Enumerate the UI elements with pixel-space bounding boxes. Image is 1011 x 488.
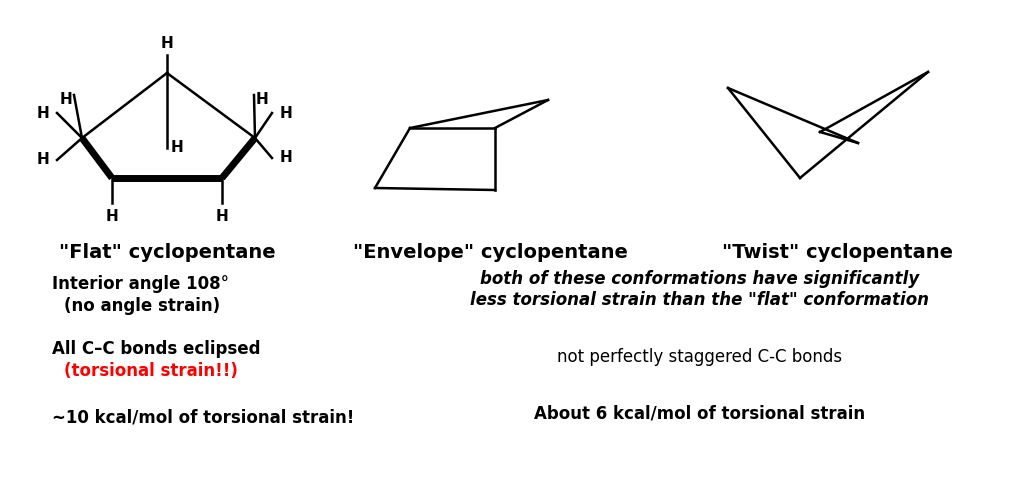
Text: H: H	[60, 92, 72, 106]
Text: "Flat" cyclopentane: "Flat" cyclopentane	[59, 243, 275, 262]
Text: H: H	[215, 209, 228, 224]
Text: H: H	[256, 92, 269, 106]
Text: not perfectly staggered C-C bonds: not perfectly staggered C-C bonds	[557, 348, 842, 366]
Text: Interior angle 108°: Interior angle 108°	[52, 275, 228, 293]
Text: H: H	[36, 152, 49, 167]
Text: H: H	[280, 150, 292, 165]
Text: "Envelope" cyclopentane: "Envelope" cyclopentane	[352, 243, 627, 262]
Text: H: H	[36, 105, 49, 121]
Text: H: H	[105, 209, 118, 224]
Text: (torsional strain!!): (torsional strain!!)	[64, 362, 238, 380]
Text: H: H	[161, 36, 173, 51]
Text: All C–C bonds eclipsed: All C–C bonds eclipsed	[52, 340, 260, 358]
Text: both of these conformations have significantly
less torsional strain than the "f: both of these conformations have signifi…	[470, 270, 928, 309]
Text: H: H	[171, 141, 184, 156]
Text: About 6 kcal/mol of torsional strain: About 6 kcal/mol of torsional strain	[534, 405, 864, 423]
Text: ~10 kcal/mol of torsional strain!: ~10 kcal/mol of torsional strain!	[52, 408, 354, 426]
Text: H: H	[280, 105, 292, 121]
Text: (no angle strain): (no angle strain)	[64, 297, 220, 315]
Text: "Twist" cyclopentane: "Twist" cyclopentane	[722, 243, 952, 262]
